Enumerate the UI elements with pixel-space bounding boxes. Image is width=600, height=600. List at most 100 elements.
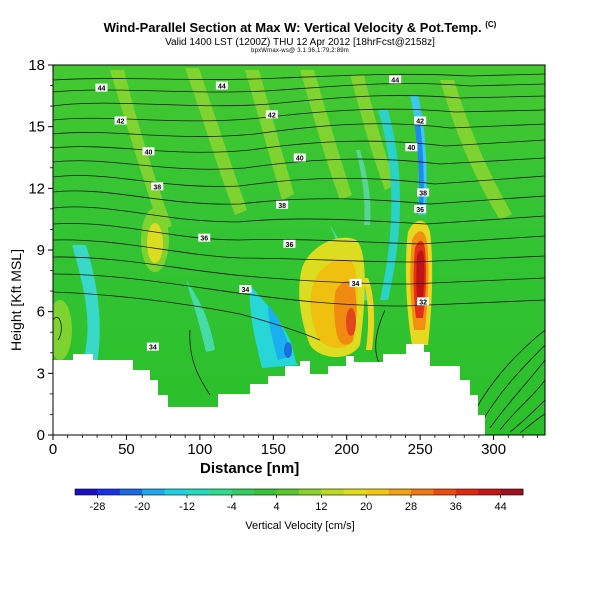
colorbar-swatch [187,489,210,495]
y-tick-label: 9 [37,242,45,259]
x-tick-label: 300 [481,441,506,458]
chart-subtitle: Valid 1400 LST (1200Z) THU 12 Apr 2012 [… [165,37,435,48]
chart-title: Wind-Parallel Section at Max W: Vertical… [103,20,497,35]
contour-label-box [142,147,155,156]
x-tick-label: 100 [187,441,212,458]
colorbar-swatch [500,489,524,495]
contour-label: 40 [145,149,153,156]
contour-label-box [265,110,278,119]
colorbar-swatch [411,489,434,495]
contour-label-box [405,143,418,152]
x-axis: 0 50 100 150 200 250 300 [49,435,539,458]
contour-label: 44 [218,84,226,91]
contour-label: 42 [117,119,125,126]
colorbar-swatch [478,489,501,495]
colorbar-swatch [209,489,233,495]
yellow-patch-left [147,223,163,263]
colorbar-swatch [299,489,322,495]
contour-label: 42 [416,119,424,126]
plot-field [53,65,545,435]
contour-label-box [417,297,430,306]
contour-label-box [239,285,252,294]
contour-label: 36 [200,236,208,243]
colorbar-tick-label: -12 [179,501,195,513]
contour-label: 42 [268,112,276,119]
x-tick-label: 50 [118,441,135,458]
x-tick-label: 150 [261,441,286,458]
colorbar-swatch [97,489,121,495]
contour-label: 36 [286,242,294,249]
y-tick-label: 6 [37,304,45,321]
x-axis-label: Distance [nm] [200,460,299,477]
colorbar-swatch [164,489,188,495]
contour-label-box [283,239,296,248]
contour-label-box [146,342,159,351]
colorbar-tick-label: 20 [360,501,372,513]
contour-label-box [417,188,430,197]
colorbar-frame [74,488,524,496]
contour-label: 38 [419,190,427,197]
colorbar: -28 -20 -12 -4 4 12 20 28 36 44 [74,488,524,513]
contour-label: 34 [352,281,360,288]
colorbar-tick-label: -28 [89,501,105,513]
colorbar-swatch [75,489,98,495]
contour-label: 34 [241,287,249,294]
theta-contours [53,73,545,434]
contour-label: 40 [407,145,415,152]
contour-label-box [114,116,127,125]
colorbar-tick-label: 4 [274,501,280,513]
colorbar-swatch [254,489,277,495]
downdraft-regions [72,95,427,372]
colorbar-tick-label: 12 [315,501,327,513]
x-tick-label: 0 [49,441,57,458]
contour-label: 40 [296,156,304,163]
contour-label-box [414,116,427,125]
contour-label: 32 [419,299,427,306]
colorbar-swatch [343,489,367,495]
contour-label: 38 [153,184,161,191]
colorbar-swatch [388,489,412,495]
x-tick-label: 200 [334,441,359,458]
y-axis: 0 3 6 9 12 15 18 [28,57,53,444]
colorbar-swatch [455,489,479,495]
y-tick-label: 0 [37,427,45,444]
colorbar-swatch [321,489,345,495]
y-tick-label: 12 [28,180,45,197]
colorbar-tick-label: 28 [405,501,417,513]
contour-label: 44 [391,77,399,84]
contour-label: 38 [278,203,286,210]
copyright-mark: (C) [485,20,497,29]
colorbar-swatch [366,489,389,495]
contour-label-box [276,200,289,209]
contour-labels: 44 44 44 42 42 42 40 40 40 38 38 38 36 36 36 34 34 34 32 [95,75,430,352]
contour-label: 36 [416,207,424,214]
y-axis-label: Height [Kft MSL] [8,249,24,351]
colorbar-tick-label: 36 [450,501,462,513]
contour-label-box [293,153,306,162]
y-tick-label: 15 [28,119,45,136]
contour-label-box [389,75,402,84]
x-tick-label: 250 [408,441,433,458]
colorbar-swatch [231,489,255,495]
contour-label: 44 [98,86,106,93]
chart-credit: bpxWmax-ws@ 3.1 36,1:79,2:89m [251,48,349,54]
colorbar-swatch [433,489,457,495]
contour-label-box [414,204,427,213]
colorbar-swatch [276,489,300,495]
terrain-mask [53,344,485,435]
contour-label: 34 [149,345,157,352]
contour-label-box [198,233,211,242]
y-tick-label: 18 [28,57,45,74]
contour-label-box [95,83,108,92]
colorbar-label: Vertical Velocity [cm/s] [245,520,354,532]
contour-label-box [151,182,164,191]
colorbar-tick-label: -20 [134,501,150,513]
colorbar-tick-label: 44 [494,501,506,513]
contour-label-box [215,81,228,90]
colorbar-tick-label: -4 [227,501,237,513]
contour-label-box [349,278,362,287]
colorbar-swatch [142,489,165,495]
colorbar-swatch [119,489,143,495]
